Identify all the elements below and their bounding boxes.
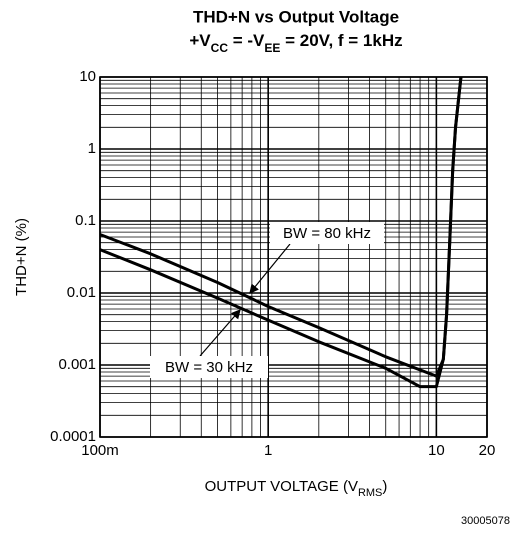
text-part: ) bbox=[382, 478, 387, 495]
footnote: 30005078 bbox=[461, 515, 510, 527]
legend-label: BW = 80 kHz bbox=[283, 225, 371, 242]
subscript: EE bbox=[264, 41, 280, 55]
x-tick-label: 20 bbox=[479, 442, 496, 459]
x-tick-label: 10 bbox=[428, 442, 445, 459]
series-line bbox=[99, 76, 463, 389]
text-part: = -V bbox=[228, 31, 265, 50]
x-axis-label: OUTPUT VOLTAGE (VRMS) bbox=[205, 478, 388, 499]
y-tick-label: 10 bbox=[79, 68, 96, 85]
y-tick-label: 0.1 bbox=[75, 212, 96, 229]
x-tick-label: 100m bbox=[81, 442, 119, 459]
y-axis-label: THD+N (%) bbox=[13, 218, 30, 296]
callout-arrow bbox=[249, 243, 291, 294]
callout-box bbox=[270, 222, 384, 244]
plot-frame bbox=[99, 76, 488, 438]
subscript: CC bbox=[211, 41, 229, 55]
y-tick-label: 0.01 bbox=[67, 284, 96, 301]
y-tick-label: 0.0001 bbox=[50, 428, 96, 445]
text-part: OUTPUT VOLTAGE (V bbox=[205, 478, 358, 495]
legend-label: BW = 30 kHz bbox=[165, 359, 253, 376]
y-tick-label: 0.001 bbox=[58, 356, 96, 373]
text-part: = 20V, f = 1kHz bbox=[280, 31, 402, 50]
x-tick-label: 1 bbox=[264, 442, 272, 459]
y-tick-label: 1 bbox=[88, 140, 96, 157]
text-part: +V bbox=[189, 31, 211, 50]
callout-arrow bbox=[199, 309, 241, 357]
chart-title: THD+N vs Output Voltage bbox=[193, 7, 399, 26]
chart-subtitle: +VCC = -VEE = 20V, f = 1kHz bbox=[189, 31, 402, 55]
callout-box bbox=[150, 356, 268, 378]
subscript: RMS bbox=[358, 487, 382, 499]
